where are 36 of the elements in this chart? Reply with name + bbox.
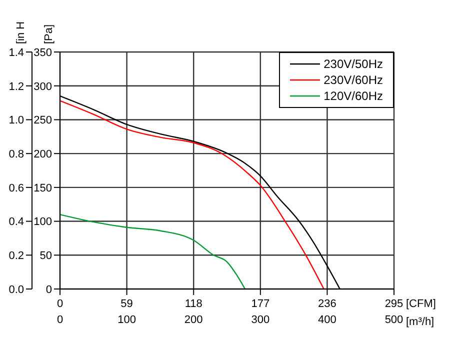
y2-tick-label: 0.8 [8,148,24,160]
y-tick-label: 0 [46,284,52,296]
y2-tick-label: 1.2 [8,80,24,93]
x-tick-label: 200 [184,314,203,326]
line-series [60,214,246,289]
x-tick-label: 400 [318,314,336,326]
x-tick-label: 0 [56,314,64,326]
y-tick-label: 100 [34,216,52,228]
legend-label: 120V/60Hz [324,88,383,104]
y-tick-label: 200 [34,148,52,160]
y2-tick-label: 1.0 [8,114,24,127]
x-axis-title: [m³/h] [406,316,434,328]
x2-axis-title: [CFM] [406,298,436,310]
y-tick-label: 50 [40,250,52,262]
y2-tick-label: 1.4 [8,46,24,59]
x-tick-label: 100 [118,314,136,326]
y-tick-label: 250 [34,114,52,127]
y2-tick-label: 0.0 [8,284,24,296]
y-axis-title: [Pa] [43,24,55,44]
x2-tick-label: 118 [184,298,202,310]
y-tick-label: 350 [34,46,52,59]
x-tick-label: 300 [251,314,270,326]
x2-tick-label: 59 [120,298,133,310]
legend-label: 230V/60Hz [324,72,383,88]
x-tick-label: 500 [384,314,404,326]
y2-tick-label: 0.6 [8,182,24,194]
y2-tick-label: 0.2 [8,250,24,262]
x2-tick-label: 295 [384,298,404,310]
x2-tick-label: 177 [251,298,270,310]
y2-tick-label: 0.4 [8,216,24,228]
y-tick-label: 300 [34,80,52,93]
y-tick-label: 150 [34,182,52,194]
legend-label: 230V/50Hz [324,56,383,72]
y2-axis-title: [in H [15,21,27,44]
x2-tick-label: 0 [56,298,64,310]
x2-tick-label: 236 [318,298,336,310]
